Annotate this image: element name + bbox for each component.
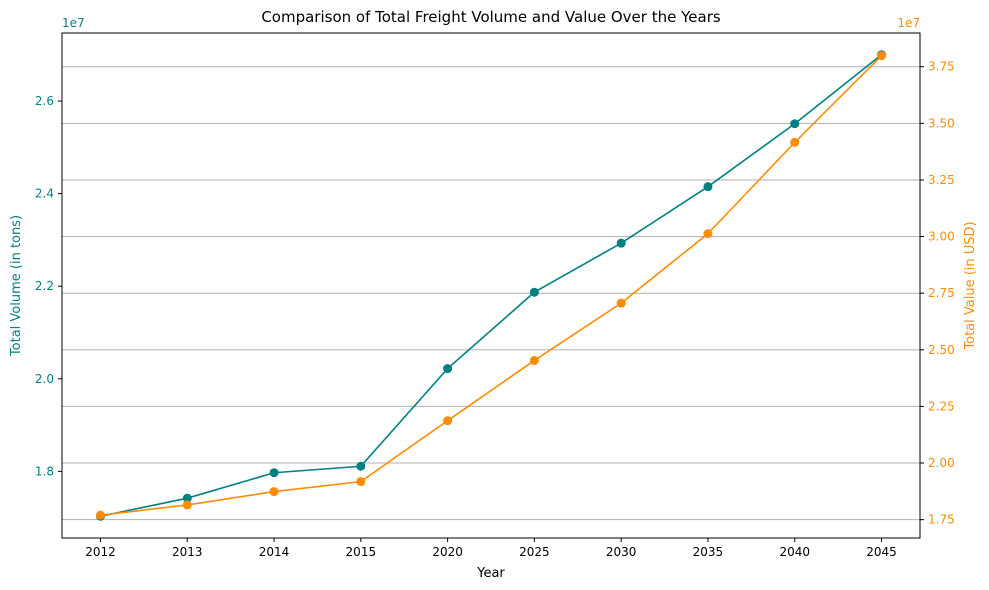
data-point-right — [790, 137, 800, 147]
data-point-right — [269, 487, 279, 497]
data-point-right — [877, 51, 886, 61]
y-left-tick-label: 2.0 — [35, 372, 54, 386]
y-right-axis: 1.75 2.00 2.25 2.50 2.75 3.00 3.25 3.50 3.75 — [920, 60, 955, 527]
series-line-right — [100, 55, 883, 516]
data-point-left — [269, 468, 279, 478]
x-tick-label: 2025 — [519, 545, 550, 559]
y-right-axis-label: Total Value (in USD) — [963, 221, 978, 350]
x-tick-label: 2045 — [866, 545, 897, 559]
x-axis: 2012 2013 2014 2015 2020 2025 2030 2035 2040 2045 — [85, 538, 897, 559]
x-tick-label: 2014 — [259, 545, 290, 559]
data-point-left — [616, 238, 626, 248]
y-right-tick-label: 3.00 — [928, 230, 955, 244]
y-right-tick-label: 3.75 — [928, 60, 955, 74]
data-point-right — [703, 229, 713, 239]
x-tick-label: 2020 — [432, 545, 463, 559]
y-left-axis-label: Total Volume (in tons) — [9, 215, 24, 357]
series-group — [96, 50, 886, 521]
x-axis-label: Year — [476, 566, 505, 581]
x-tick-label: 2015 — [346, 545, 377, 559]
data-point-left — [529, 287, 539, 297]
data-point-right — [356, 477, 366, 487]
x-tick-label: 2030 — [606, 545, 637, 559]
data-point-left — [443, 364, 453, 374]
data-point-left — [356, 461, 366, 471]
y-left-tick-label: 2.2 — [35, 279, 54, 293]
y-right-tick-label: 2.25 — [928, 399, 955, 413]
data-point-right — [529, 355, 539, 365]
data-point-left — [703, 182, 713, 192]
y-right-tick-label: 2.00 — [928, 456, 955, 470]
x-tick-label: 2035 — [693, 545, 724, 559]
y-left-tick-label: 1.8 — [35, 464, 54, 478]
data-point-right — [182, 500, 192, 510]
y-right-tick-label: 3.25 — [928, 173, 955, 187]
data-point-right — [616, 298, 626, 308]
chart-title: Comparison of Total Freight Volume and V… — [261, 8, 721, 26]
data-point-left — [790, 119, 800, 129]
x-tick-label: 2012 — [85, 545, 116, 559]
y-left-tick-label: 2.4 — [35, 187, 54, 201]
series-line-left — [100, 54, 882, 518]
data-point-right — [96, 510, 105, 520]
y-right-tick-label: 3.50 — [928, 116, 955, 130]
x-tick-label: 2013 — [172, 545, 203, 559]
y-right-tick-label: 2.50 — [928, 343, 955, 357]
x-tick-label: 2040 — [779, 545, 810, 559]
plot-frame — [61, 32, 921, 539]
y-right-tick-label: 2.75 — [928, 286, 955, 300]
data-point-left — [182, 493, 192, 503]
y-left-axis: 1.8 2.0 2.2 2.4 2.6 — [35, 94, 62, 478]
grid — [62, 66, 920, 521]
y-right-exponent: 1e7 — [897, 16, 920, 30]
data-point-right — [443, 416, 453, 426]
y-right-tick-label: 1.75 — [928, 513, 955, 527]
y-left-tick-label: 2.6 — [35, 94, 54, 108]
y-left-exponent: 1e7 — [62, 16, 85, 30]
